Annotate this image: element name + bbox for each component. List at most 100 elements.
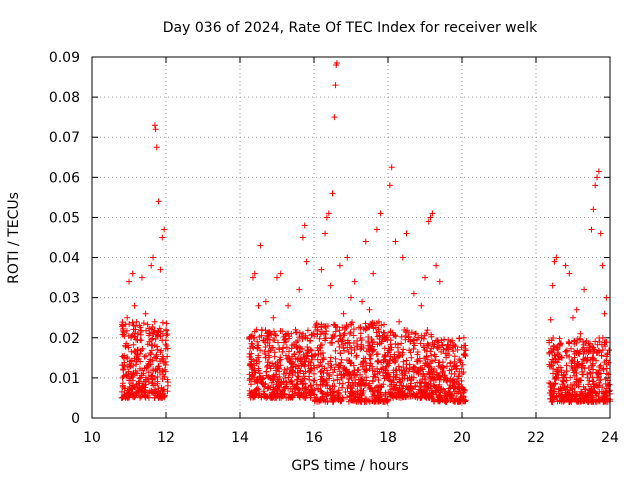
data-point [277, 356, 284, 363]
data-point [253, 326, 260, 333]
data-point [437, 376, 444, 383]
data-point [378, 322, 385, 329]
data-point [148, 380, 155, 387]
data-point [328, 362, 335, 369]
data-point [551, 352, 558, 359]
data-point [332, 82, 339, 89]
data-point [325, 360, 332, 367]
data-point [152, 336, 159, 343]
data-point [398, 340, 405, 347]
data-point [430, 368, 437, 375]
data-point [589, 360, 596, 367]
data-point [348, 359, 355, 366]
data-point [460, 389, 467, 396]
data-point [279, 328, 286, 335]
data-point [575, 383, 582, 390]
data-point [577, 348, 584, 355]
data-point [400, 364, 407, 371]
data-point [268, 393, 275, 400]
x-tick-label: 24 [601, 430, 619, 446]
data-point [263, 335, 270, 342]
data-point [363, 398, 370, 405]
data-point [417, 394, 424, 401]
data-point [442, 398, 449, 405]
data-point [285, 374, 292, 381]
data-point [301, 363, 308, 370]
data-point [296, 394, 303, 401]
data-point [447, 377, 454, 384]
data-point [289, 367, 296, 374]
data-point [592, 182, 599, 189]
data-point [317, 351, 324, 358]
data-point [307, 337, 314, 344]
y-tick-label: 0.07 [49, 130, 80, 146]
data-point [149, 335, 156, 342]
data-point [590, 206, 597, 213]
data-point [603, 361, 610, 368]
data-point [276, 368, 283, 375]
x-tick-label: 20 [453, 430, 471, 446]
data-point [458, 365, 465, 372]
data-point [430, 382, 437, 389]
data-point [374, 398, 381, 405]
data-point [349, 369, 356, 376]
data-point [556, 342, 563, 349]
data-point [395, 363, 402, 370]
data-point [131, 302, 138, 309]
data-point [357, 324, 364, 331]
data-point [587, 340, 594, 347]
data-point [322, 230, 329, 237]
data-point [258, 393, 265, 400]
data-point [272, 367, 279, 374]
data-point [379, 364, 386, 371]
data-point [420, 335, 427, 342]
data-point [385, 371, 392, 378]
data-point [329, 395, 336, 402]
data-point [445, 336, 452, 343]
data-point [447, 390, 454, 397]
data-point [266, 328, 273, 335]
data-point [553, 254, 560, 261]
data-point [146, 338, 153, 345]
data-point [270, 372, 277, 379]
data-point [120, 331, 127, 338]
data-point [155, 363, 162, 370]
data-point [124, 355, 131, 362]
data-point [311, 364, 318, 371]
data-point [563, 362, 570, 369]
data-point [268, 379, 275, 386]
data-point [267, 347, 274, 354]
y-tick-label: 0.08 [49, 90, 80, 106]
data-point [329, 190, 336, 197]
data-point [280, 334, 287, 341]
data-point [444, 341, 451, 348]
data-point [279, 348, 286, 355]
data-point [360, 355, 367, 362]
data-point [159, 319, 166, 326]
data-point [273, 394, 280, 401]
data-point [366, 355, 373, 362]
data-point [292, 326, 299, 333]
data-point [558, 354, 565, 361]
data-point [348, 374, 355, 381]
data-point [273, 332, 280, 339]
data-point [581, 365, 588, 372]
data-point [393, 393, 400, 400]
data-point [131, 355, 138, 362]
data-point [573, 362, 580, 369]
data-point [299, 330, 306, 337]
data-point [432, 357, 439, 364]
data-point [440, 346, 447, 353]
data-point [322, 324, 329, 331]
data-point [412, 330, 419, 337]
data-point [149, 357, 156, 364]
data-point [417, 357, 424, 364]
data-point [387, 328, 394, 335]
data-point [589, 396, 596, 403]
data-point [288, 345, 295, 352]
data-point [551, 343, 558, 350]
data-point [439, 364, 446, 371]
data-point [118, 394, 125, 401]
data-point [576, 391, 583, 398]
data-point [248, 362, 255, 369]
